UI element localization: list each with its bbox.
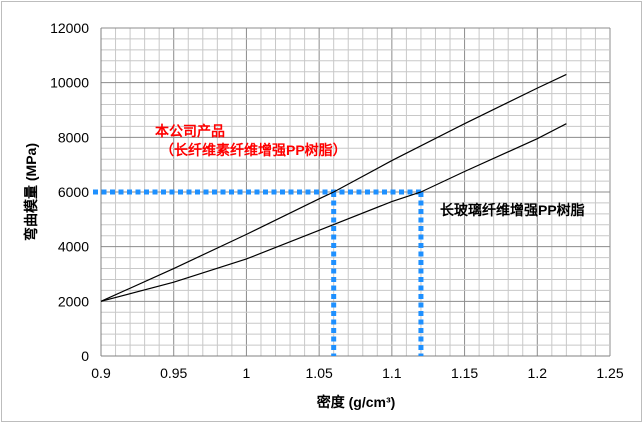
annotation-company-product: 本公司产品	[155, 123, 225, 139]
y-tick-label: 6000	[58, 184, 89, 200]
y-tick-label: 4000	[58, 239, 89, 255]
y-tick-label: 0	[81, 348, 89, 364]
y-tick-label: 10000	[50, 75, 89, 91]
x-tick-label: 1.05	[306, 365, 333, 381]
x-tick-label: 1.1	[382, 365, 402, 381]
y-tick-label: 2000	[58, 293, 89, 309]
x-tick-label: 1.25	[596, 365, 623, 381]
x-tick-label: 0.95	[160, 365, 187, 381]
x-tick-label: 1.15	[451, 365, 478, 381]
x-tick-label: 1.2	[528, 365, 548, 381]
x-tick-label: 0.9	[91, 365, 111, 381]
series-line-2	[100, 123, 567, 302]
x-axis-label: 密度 (g/cm³)	[316, 394, 396, 410]
annotation-company-product-detail: （长纤维素纤维增强PP树脂）	[160, 142, 347, 158]
y-tick-label: 12000	[50, 20, 89, 36]
series-line-1	[100, 73, 567, 302]
annotation-glass-fiber: 长玻璃纤维增强PP树脂	[440, 202, 585, 218]
x-tick-label: 1	[243, 365, 251, 381]
y-axis-label: 弯曲模量 (MPa)	[23, 143, 39, 241]
y-tick-label: 8000	[58, 129, 89, 145]
